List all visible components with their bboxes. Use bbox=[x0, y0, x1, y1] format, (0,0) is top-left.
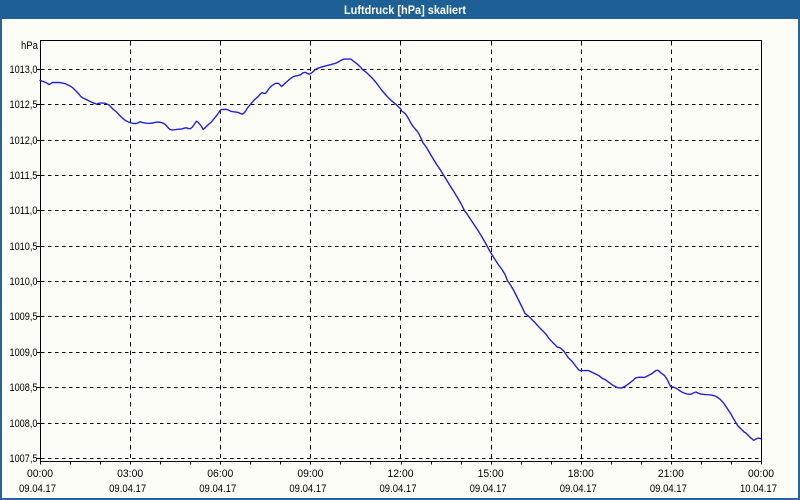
svg-text:hPa: hPa bbox=[21, 40, 39, 52]
svg-text:09.04.17: 09.04.17 bbox=[199, 483, 236, 495]
svg-text:09.04.17: 09.04.17 bbox=[650, 483, 687, 495]
svg-text:Luftdruck [hPa] skaliert: Luftdruck [hPa] skaliert bbox=[344, 3, 466, 17]
svg-text:1010,0: 1010,0 bbox=[10, 276, 38, 288]
svg-text:10.04.17: 10.04.17 bbox=[740, 483, 777, 495]
svg-text:21:00: 21:00 bbox=[658, 468, 684, 480]
svg-text:15:00: 15:00 bbox=[478, 468, 504, 480]
svg-text:1009,5: 1009,5 bbox=[10, 311, 38, 323]
svg-text:1009,0: 1009,0 bbox=[10, 347, 38, 359]
svg-text:00:00: 00:00 bbox=[27, 468, 53, 480]
svg-text:09.04.17: 09.04.17 bbox=[380, 483, 417, 495]
svg-text:1013,0: 1013,0 bbox=[10, 64, 38, 76]
svg-text:09:00: 09:00 bbox=[297, 468, 323, 480]
svg-text:1012,0: 1012,0 bbox=[10, 135, 38, 147]
svg-text:1010,5: 1010,5 bbox=[10, 241, 38, 253]
svg-text:1012,5: 1012,5 bbox=[10, 99, 38, 111]
svg-text:1011,0: 1011,0 bbox=[10, 205, 38, 217]
svg-text:03:00: 03:00 bbox=[117, 468, 143, 480]
svg-text:1011,5: 1011,5 bbox=[10, 170, 38, 182]
svg-text:09.04.17: 09.04.17 bbox=[289, 483, 326, 495]
svg-text:06:00: 06:00 bbox=[207, 468, 233, 480]
svg-text:09.04.17: 09.04.17 bbox=[19, 483, 56, 495]
svg-text:12:00: 12:00 bbox=[388, 468, 414, 480]
svg-text:09.04.17: 09.04.17 bbox=[560, 483, 597, 495]
svg-text:09.04.17: 09.04.17 bbox=[109, 483, 146, 495]
svg-text:09.04.17: 09.04.17 bbox=[470, 483, 507, 495]
svg-text:18:00: 18:00 bbox=[568, 468, 594, 480]
svg-text:1008,0: 1008,0 bbox=[10, 418, 38, 430]
svg-text:00:00: 00:00 bbox=[748, 468, 774, 480]
svg-text:1008,5: 1008,5 bbox=[10, 382, 38, 394]
svg-text:1007,5: 1007,5 bbox=[10, 453, 38, 465]
